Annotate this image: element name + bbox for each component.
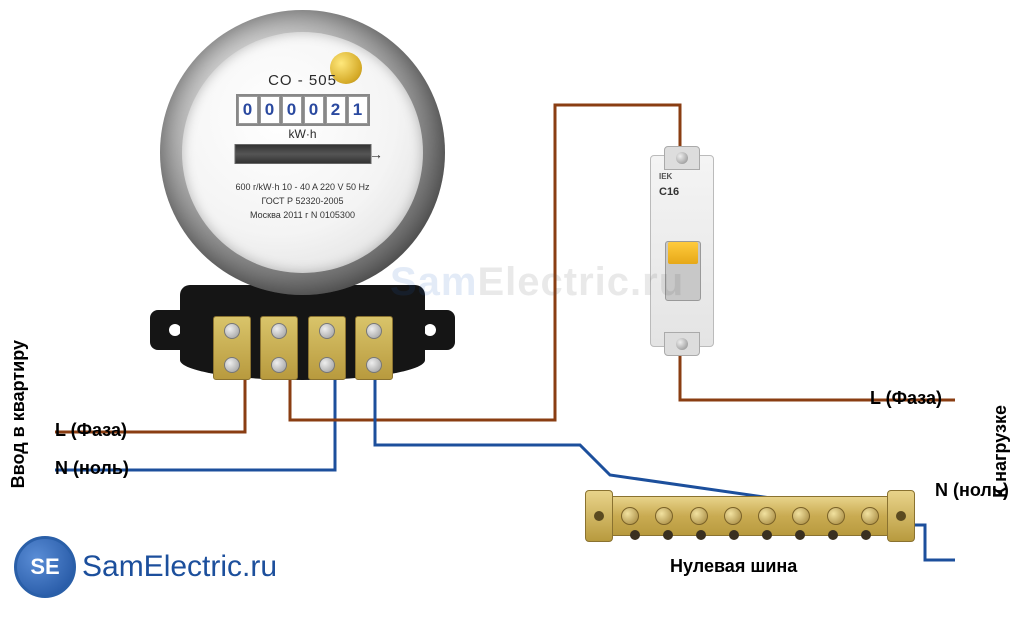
busbar-screw xyxy=(655,507,673,525)
busbar-hole xyxy=(663,530,673,540)
meter-spec-3: Москва 2011 г N 0105300 xyxy=(182,210,423,220)
busbar-hole xyxy=(861,530,871,540)
breaker-rating: C16 xyxy=(659,186,679,198)
meter-digit: 0 xyxy=(238,96,258,124)
meter-digit: 0 xyxy=(282,96,302,124)
logo-text: SamElectric.ru xyxy=(82,550,277,584)
busbar-end xyxy=(585,490,613,542)
meter-digit: 0 xyxy=(304,96,324,124)
breaker-switch-slot xyxy=(665,241,701,301)
circuit-breaker: IEK C16 xyxy=(650,155,714,347)
meter-digit: 2 xyxy=(326,96,346,124)
logo-badge-icon: SE xyxy=(14,536,76,598)
busbar-hole xyxy=(795,530,805,540)
meter-unit: kW·h xyxy=(182,127,423,141)
label-N-in: N (ноль) xyxy=(55,458,129,479)
breaker-switch[interactable] xyxy=(668,242,698,264)
label-L-out: L (Фаза) xyxy=(870,388,942,409)
busbar-hole xyxy=(729,530,739,540)
meter-terminal-1 xyxy=(213,316,251,380)
breaker-terminal-bottom xyxy=(664,332,700,356)
busbar-screw xyxy=(827,507,845,525)
meter-terminal-3 xyxy=(308,316,346,380)
site-logo: SE SamElectric.ru xyxy=(14,536,277,598)
label-busbar: Нулевая шина xyxy=(670,556,797,577)
busbar-hole xyxy=(762,530,772,540)
busbar-hole xyxy=(630,530,640,540)
label-N-out: N (ноль) xyxy=(935,480,1009,501)
busbar-hole xyxy=(828,530,838,540)
meter-terminals xyxy=(208,310,398,380)
meter-face: CO - 505 0 0 0 0 2 1 kW·h → 600 r/kW·h 1… xyxy=(182,32,423,273)
meter-terminal-2 xyxy=(260,316,298,380)
busbar-screw xyxy=(724,507,742,525)
meter-digit: 1 xyxy=(348,96,368,124)
electricity-meter: CO - 505 0 0 0 0 2 1 kW·h → 600 r/kW·h 1… xyxy=(160,10,445,380)
busbar-screw xyxy=(758,507,776,525)
busbar-screw xyxy=(621,507,639,525)
meter-terminal-4 xyxy=(355,316,393,380)
meter-spec-1: 600 r/kW·h 10 - 40 A 220 V 50 Hz xyxy=(182,182,423,192)
meter-model: CO - 505 xyxy=(182,72,423,89)
busbar-end xyxy=(887,490,915,542)
label-input-side: Ввод в квартиру xyxy=(8,340,29,488)
arrow-right-icon: → xyxy=(369,146,383,162)
meter-disc-window xyxy=(234,144,371,164)
breaker-terminal-top xyxy=(664,146,700,170)
busbar-screw xyxy=(690,507,708,525)
busbar-holes xyxy=(618,530,882,540)
meter-spec-2: ГОСТ Р 52320-2005 xyxy=(182,196,423,206)
breaker-brand: IEK xyxy=(659,172,672,181)
meter-digit: 0 xyxy=(260,96,280,124)
busbar-screw xyxy=(861,507,879,525)
busbar-hole xyxy=(696,530,706,540)
busbar-screw xyxy=(792,507,810,525)
meter-digits: 0 0 0 0 2 1 xyxy=(236,94,370,126)
label-L-in: L (Фаза) xyxy=(55,420,127,441)
